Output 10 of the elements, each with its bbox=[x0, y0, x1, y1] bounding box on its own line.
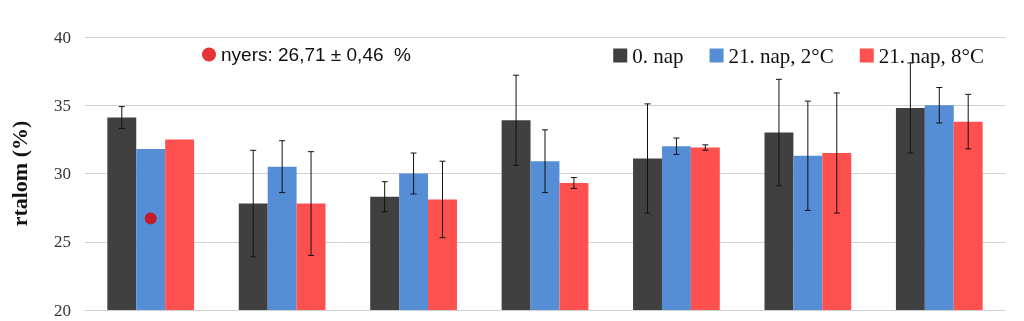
legend-label: nyers: 26,71 ± 0,46 % bbox=[221, 44, 412, 65]
y-tick-label: 30 bbox=[54, 164, 71, 183]
y-axis-title: rtalom (%) bbox=[6, 120, 32, 227]
y-tick-label: 35 bbox=[54, 95, 71, 115]
y-tick-label: 25 bbox=[54, 232, 71, 252]
y-tick-label: 20 bbox=[54, 300, 71, 320]
legend-label: 0. nap bbox=[632, 43, 684, 68]
legend-label: 21. nap, 8°C bbox=[878, 43, 985, 68]
legend-label: 21. nap, 2°C bbox=[728, 43, 834, 68]
y-tick-label: 40 bbox=[54, 27, 71, 47]
